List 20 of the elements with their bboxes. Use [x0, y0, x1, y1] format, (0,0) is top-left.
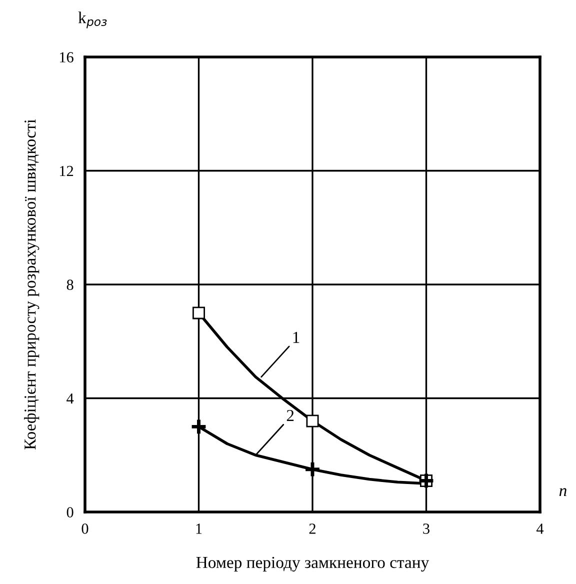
point: [192, 306, 205, 320]
y-tick-label: 0: [66, 507, 74, 518]
point: [304, 460, 322, 478]
y-tick-label: 12: [60, 166, 74, 176]
text: k$_{роз}$: [78, 12, 107, 28]
annotation: 2: [286, 410, 294, 422]
text: n: [559, 488, 566, 496]
y-axis-title: Коефіцієнт приросту розрахункової швидкості: [24, 119, 40, 450]
y-tick-label: 8: [66, 280, 74, 290]
y-tick-label: 4: [66, 393, 74, 404]
x-tick-label: 0: [82, 524, 88, 534]
x-tick-label: 1: [196, 524, 202, 534]
x-tick-label: 2: [309, 524, 316, 534]
annotation: 1: [293, 332, 300, 343]
point: [306, 414, 319, 428]
y-tick-label: 16: [60, 52, 74, 62]
x-tick-label: 3: [423, 524, 430, 534]
x-axis-title: Номер періоду замкненого стану: [196, 556, 430, 572]
point: [190, 418, 208, 436]
x-tick-label: 4: [536, 524, 544, 534]
